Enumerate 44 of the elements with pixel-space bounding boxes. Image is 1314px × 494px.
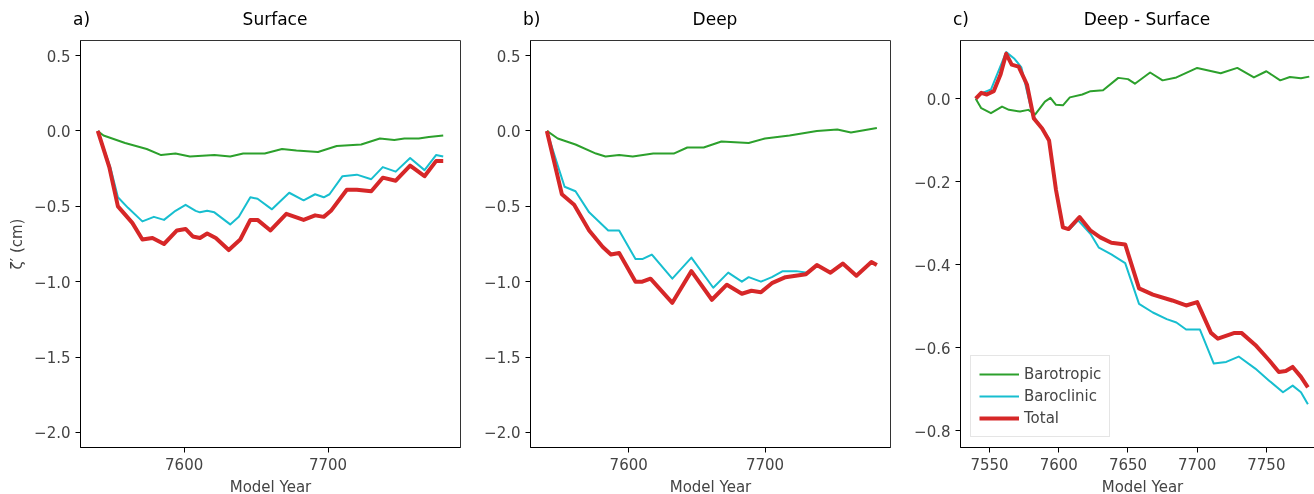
y-tick-label: −0.4 [914, 256, 951, 275]
line-series [974, 66, 1311, 116]
chart-title: Surface [242, 8, 308, 29]
x-tick-label: 7600 [165, 455, 204, 474]
chart-title: Deep [692, 8, 738, 29]
line-series [545, 126, 878, 158]
x-tick-label: 7700 [1178, 455, 1217, 474]
y-tick-label: −0.8 [914, 422, 951, 441]
y-tick-label: −1.0 [484, 273, 521, 292]
y-tick-label: 0.5 [46, 47, 71, 66]
y-tick-label: −1.5 [484, 349, 521, 368]
y-tick-label: −2.0 [34, 424, 71, 443]
x-axis-title: Model Year [229, 477, 313, 494]
y-tick-label: −1.0 [34, 273, 71, 292]
legend-label: Total [1024, 409, 1060, 427]
x-tick-label: 7600 [609, 455, 648, 474]
x-tick-label: 7550 [970, 455, 1009, 474]
x-tick-label: 7600 [1039, 455, 1078, 474]
text: c) [953, 7, 969, 31]
x-tick-label: 7700 [308, 455, 348, 474]
x-tick-label: 7750 [1247, 455, 1286, 474]
x-axis-title: Model Year [1101, 477, 1185, 494]
y-tick-label: −0.5 [484, 198, 521, 217]
x-axis-title: Model Year [669, 477, 753, 494]
y-tick-label: −2.0 [484, 424, 521, 443]
line-series [95, 128, 446, 253]
y-tick-label: 0.5 [496, 47, 521, 66]
y-tick-label: −0.6 [914, 339, 951, 358]
text: a) [73, 7, 91, 31]
y-axis-title: ζ′ (cm) [8, 218, 27, 270]
y-tick-label: −0.2 [914, 173, 951, 192]
y-tick-label: −0.5 [34, 198, 71, 217]
x-tick-label: 7700 [745, 455, 785, 474]
line-series [544, 128, 879, 305]
y-tick-label: 0.0 [46, 122, 71, 141]
legend-label: Baroclinic [1024, 387, 1098, 405]
line-series [96, 129, 445, 158]
y-tick-label: 0.0 [926, 90, 951, 109]
chart-title: Deep - Surface [1083, 8, 1211, 29]
text: b) [523, 7, 541, 31]
legend-label: Barotropic [1024, 365, 1102, 383]
y-tick-label: 0.0 [496, 122, 521, 141]
x-tick-label: 7650 [1108, 455, 1148, 474]
y-tick-label: −1.5 [34, 349, 71, 368]
